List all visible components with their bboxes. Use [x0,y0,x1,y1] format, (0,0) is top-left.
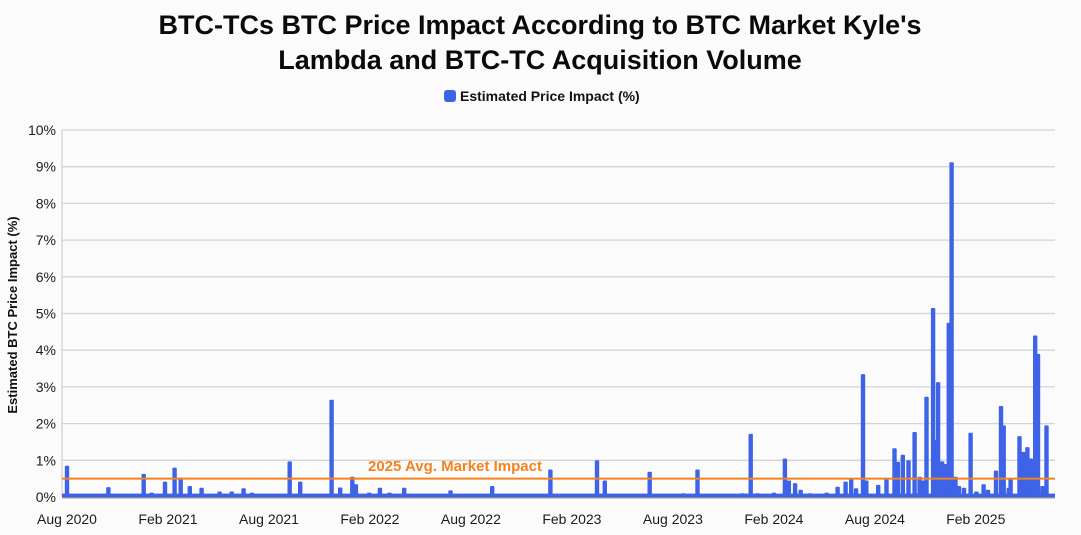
bar [912,432,917,497]
bar [298,481,303,497]
bar [884,478,889,497]
bar [792,483,798,497]
x-axis-labels: Aug 2020 Feb 2021 Aug 2021 Feb 2022 Aug 2022… [37,511,1006,527]
legend-label: Estimated Price Impact (%) [460,88,640,104]
bar [860,374,866,497]
y-tick-label: 7% [36,232,56,248]
y-tick-label: 10% [28,122,56,138]
y-tick-label: 8% [36,195,56,211]
bar [935,382,941,497]
bar [1025,447,1030,497]
bar [849,478,854,497]
y-tick-label: 6% [36,269,56,285]
x-tick-label: Aug 2020 [37,511,97,527]
x-tick-label: Aug 2022 [441,511,501,527]
bar [748,433,753,497]
bar [178,477,183,497]
bar [843,481,848,497]
bar [1044,425,1049,497]
y-tick-label: 0% [36,489,56,505]
legend: Estimated Price Impact (%) [444,88,640,104]
avg-line-label: 2025 Avg. Market Impact [368,458,542,475]
y-tick-label: 4% [36,342,56,358]
x-tick-label: Feb 2024 [744,511,803,527]
baseline-band [62,493,1055,497]
bar [64,465,70,497]
x-axis-line [62,497,1055,499]
x-tick-label: Feb 2021 [138,511,197,527]
bar [786,480,791,497]
bar [1008,478,1013,497]
bar [329,399,334,497]
bar [1001,425,1006,497]
x-tick-label: Aug 2021 [239,511,299,527]
bar [602,480,607,497]
bar [900,454,905,497]
bar [924,396,929,497]
bar [1035,353,1041,497]
price-impact-bars [62,162,1055,499]
x-tick-label: Aug 2023 [643,511,703,527]
bar [141,473,146,497]
x-tick-label: Feb 2025 [946,511,1005,527]
bar [1021,451,1026,497]
bar [949,162,954,498]
x-tick-label: Aug 2024 [845,511,905,527]
bar [162,481,168,497]
y-tick-label: 9% [36,159,56,175]
bar [917,476,922,497]
bar [953,476,958,497]
bar [172,467,177,497]
y-axis-title: Estimated BTC Price Impact (%) [5,216,20,413]
bar [350,476,355,497]
bar [647,471,652,497]
y-tick-label: 2% [36,416,56,432]
bar [548,469,553,497]
gridlines [61,129,1055,498]
x-tick-label: Feb 2023 [542,511,601,527]
y-tick-label: 1% [36,452,56,468]
chart-title-line1: BTC-TCs BTC Price Impact According to BT… [158,10,921,40]
bar [1017,436,1022,497]
bar [968,432,973,497]
bar [864,480,869,497]
x-tick-label: Feb 2022 [340,511,399,527]
bar [695,469,700,497]
y-tick-label: 5% [36,306,56,322]
y-tick-label: 3% [36,379,56,395]
y-axis-labels: 0% 1% 2% 3% 4% 5% 6% 7% 8% 9% 10% [28,122,56,505]
bar [993,470,999,497]
legend-swatch-icon [444,90,456,102]
chart-title-line2: Lambda and BTC-TC Acquisition Volume [278,45,802,75]
